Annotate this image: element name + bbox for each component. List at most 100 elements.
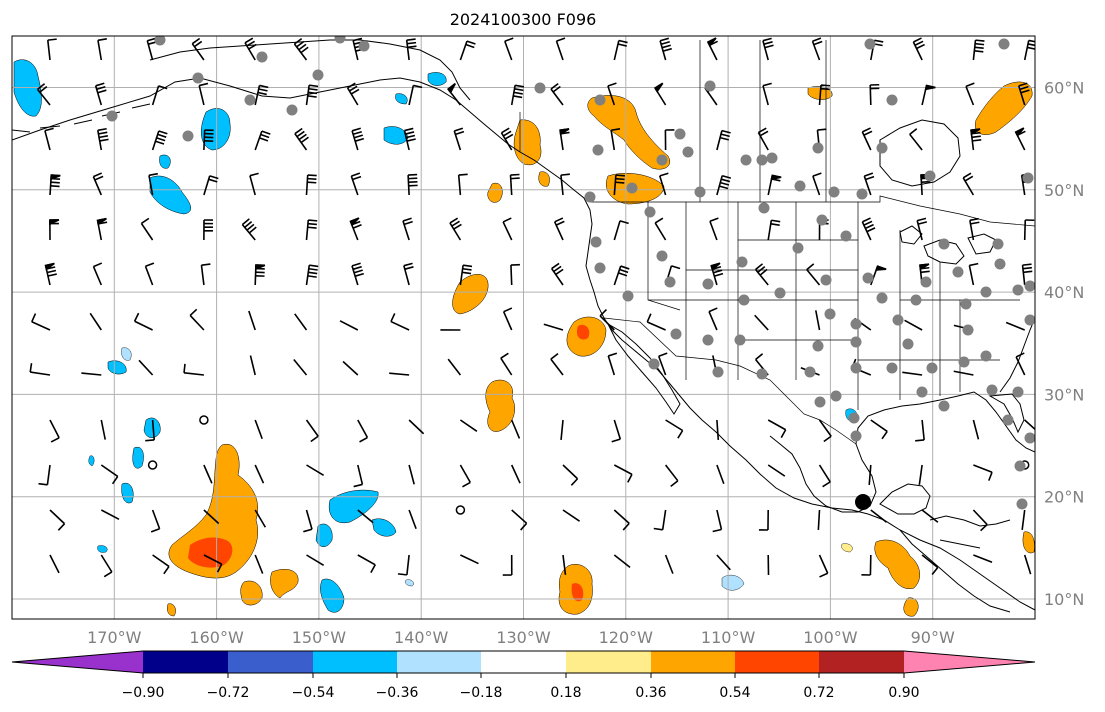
wind-barb — [762, 82, 772, 106]
station-dot — [244, 94, 256, 106]
station-dot — [694, 186, 706, 198]
station-dot — [774, 287, 786, 299]
wind-barb — [294, 127, 309, 151]
wind-barb — [199, 415, 209, 425]
wind-barb — [972, 509, 988, 532]
latitude-labels: 60°N 50°N 40°N 30°N 20°N 10°N — [1044, 79, 1084, 610]
strong-anomaly-hawaii — [188, 537, 233, 568]
wind-barb — [81, 372, 102, 376]
coastlines — [12, 39, 1035, 613]
wind-barb — [550, 353, 564, 376]
station-dot — [670, 328, 682, 340]
wind-barb — [357, 509, 374, 524]
lon-tick-label: 130°W — [496, 628, 551, 647]
wind-barb — [306, 554, 325, 566]
wind-barb — [97, 37, 107, 61]
station-dot — [1012, 284, 1024, 296]
station-dot — [192, 72, 204, 84]
wind-barb — [969, 217, 980, 241]
wind-barb — [150, 509, 161, 533]
station-dot — [848, 412, 860, 424]
wind-barb — [408, 509, 417, 530]
wind-barb — [710, 262, 724, 286]
lon-tick-label: 110°W — [701, 628, 756, 647]
colorbar-segment — [397, 651, 481, 673]
station-dot — [994, 258, 1006, 270]
wind-barb — [861, 217, 876, 241]
wind-barb — [716, 464, 725, 485]
station-dot — [920, 276, 932, 288]
wind-barb — [861, 127, 873, 151]
lon-tick-label: 160°W — [189, 628, 244, 647]
wind-barb — [189, 308, 205, 331]
wind-barb — [459, 264, 473, 286]
colorbar-segment — [12, 651, 143, 673]
wind-barb — [767, 219, 781, 241]
caribbean — [929, 515, 1011, 549]
wind-barb — [818, 554, 829, 578]
wind-barb — [305, 264, 319, 286]
wind-barb — [408, 84, 423, 106]
station-markers — [106, 36, 1035, 510]
wind-barb — [100, 419, 107, 440]
baja-california — [606, 322, 681, 415]
colorbar — [11, 650, 1036, 674]
central-america — [899, 529, 1011, 613]
station-dot — [814, 396, 826, 408]
wind-barb — [191, 37, 205, 61]
station-dot — [804, 366, 816, 378]
station-dot — [850, 362, 862, 374]
wind-barb — [92, 262, 103, 286]
wind-barb — [818, 419, 832, 443]
wind-barb — [349, 217, 362, 241]
station-dot — [986, 384, 998, 396]
wind-barb — [459, 419, 478, 432]
colorbar-tick-label: −0.54 — [292, 685, 335, 701]
positive-anomaly-pacific — [452, 274, 489, 315]
station-dot — [286, 104, 298, 116]
wind-barb — [664, 129, 675, 151]
map-title: 2024100300 F096 — [449, 10, 597, 29]
colorbar-tick-label: −0.72 — [207, 685, 250, 701]
wind-barb — [92, 172, 104, 196]
map-frame — [11, 35, 1036, 620]
station-dot — [584, 191, 596, 203]
colorbar-tick-label: 0.54 — [719, 685, 750, 701]
wind-barb — [254, 509, 267, 528]
lon-tick-label: 150°W — [292, 628, 347, 647]
wind-barb — [198, 82, 209, 106]
colorbar-tick-label: −0.36 — [376, 685, 419, 701]
station-dot — [674, 128, 686, 140]
station-dot — [926, 362, 938, 374]
station-dot — [850, 430, 862, 442]
wind-barb — [869, 83, 880, 106]
wind-barb — [1017, 82, 1030, 106]
wind-barb — [754, 263, 769, 286]
station-dot — [334, 36, 346, 44]
station-dot — [644, 206, 656, 218]
wind-barb — [511, 509, 528, 531]
wind-barb — [447, 83, 462, 106]
wind-barb — [510, 84, 525, 106]
station-dot — [656, 154, 668, 166]
station-dot — [864, 38, 876, 50]
station-dot — [106, 110, 118, 122]
wind-barb — [1015, 352, 1026, 376]
wind-barb — [144, 262, 155, 286]
wind-barb — [762, 37, 774, 61]
colorbar-segment — [481, 651, 566, 673]
yucatan — [879, 483, 931, 515]
wind-barb — [402, 217, 413, 241]
station-dot — [886, 94, 898, 106]
wind-barb — [902, 371, 923, 376]
wind-barb — [972, 419, 980, 440]
station-dot — [958, 356, 970, 368]
wind-barb — [664, 464, 679, 487]
wind-barb — [613, 265, 630, 286]
wind-barb — [44, 262, 57, 286]
florida — [988, 393, 1025, 434]
highlight-station-dot — [855, 494, 871, 510]
station-dot — [358, 40, 370, 52]
wind-barb — [815, 310, 821, 331]
